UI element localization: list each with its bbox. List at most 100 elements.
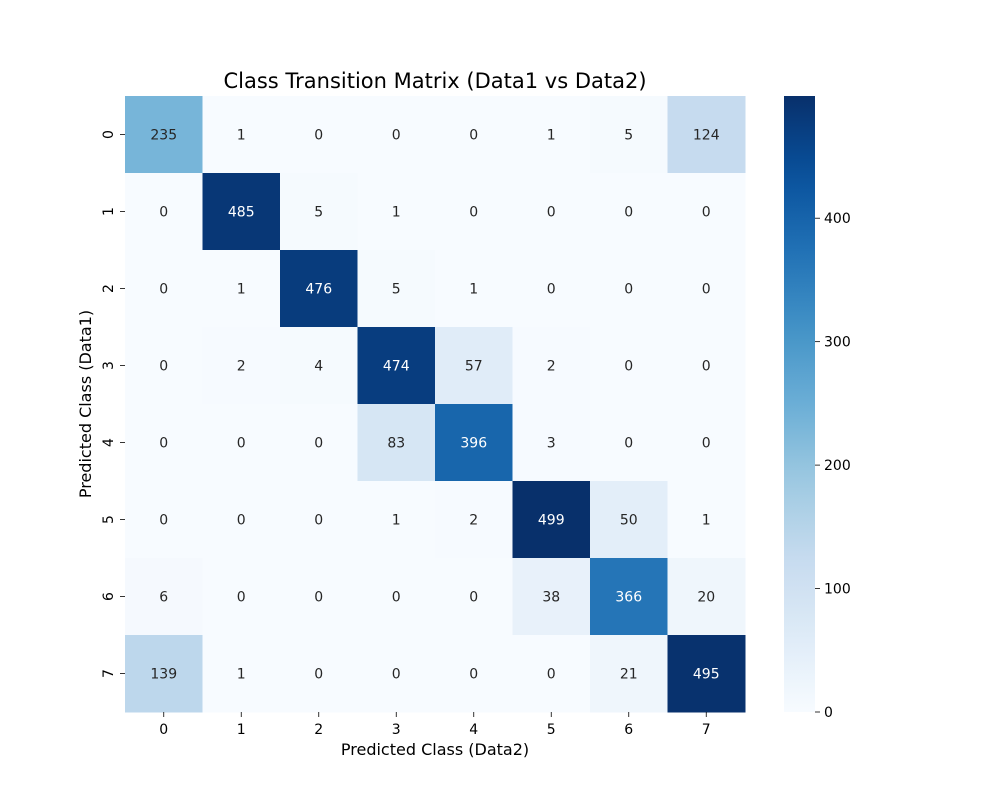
heatmap-cell <box>667 96 746 174</box>
heatmap-cell <box>125 404 203 482</box>
x-tick-label: 0 <box>159 722 168 738</box>
heatmap-cell <box>357 635 436 713</box>
heatmap-cell <box>357 96 436 174</box>
heatmap-cell <box>590 404 668 482</box>
y-tick-label: 3 <box>101 361 117 370</box>
colorbar-tick-label: 400 <box>824 211 851 227</box>
cell-value-label: 0 <box>702 205 711 221</box>
cell-value-label: 5 <box>624 128 633 144</box>
heatmap-cell <box>512 404 591 482</box>
heatmap-cell <box>125 481 203 559</box>
cell-value-label: 0 <box>159 436 168 452</box>
cell-value-label: 0 <box>159 282 168 298</box>
cell-value-label: 2 <box>469 513 478 529</box>
heatmap-cell <box>512 635 591 713</box>
heatmap-cell <box>590 327 668 405</box>
heatmap-cell <box>280 250 358 328</box>
cell-value-label: 0 <box>469 667 478 683</box>
heatmap-cell <box>125 96 203 174</box>
colorbar-ticks: 0 100 200 300 400 <box>815 211 851 721</box>
heatmap-cell <box>590 558 668 636</box>
cell-value-label: 485 <box>228 205 255 221</box>
cell-value-label: 0 <box>237 513 246 529</box>
heatmap-cell <box>435 96 513 174</box>
heatmap-cell <box>512 173 591 251</box>
cell-value-label: 0 <box>314 667 323 683</box>
cell-value-label: 235 <box>150 128 177 144</box>
heatmap-cell <box>667 558 746 636</box>
cell-value-label: 0 <box>314 128 323 144</box>
heatmap-cell <box>667 635 746 713</box>
heatmap-cell <box>202 635 281 713</box>
heatmap-cell <box>357 250 436 328</box>
heatmap-cell <box>357 481 436 559</box>
heatmap-cell <box>590 250 668 328</box>
y-tick-label: 7 <box>101 669 117 678</box>
heatmap-cell <box>435 173 513 251</box>
y-tick-label: 5 <box>101 515 117 524</box>
cell-value-label: 0 <box>314 513 323 529</box>
cell-value-label: 0 <box>469 590 478 606</box>
heatmap-cell <box>357 327 436 405</box>
cell-value-label: 124 <box>693 128 720 144</box>
cell-value-label: 0 <box>702 359 711 375</box>
cell-value-label: 0 <box>702 436 711 452</box>
heatmap-cell <box>202 404 281 482</box>
cell-value-label: 4 <box>314 359 323 375</box>
heatmap-cell <box>512 327 591 405</box>
y-tick-label: 4 <box>101 438 117 447</box>
heatmap-cell <box>202 558 281 636</box>
heatmap-cell <box>667 481 746 559</box>
cell-value-label: 0 <box>314 590 323 606</box>
heatmap-cell <box>435 250 513 328</box>
heatmap-cell <box>590 173 668 251</box>
heatmap-cell <box>357 173 436 251</box>
heatmap-cell <box>667 404 746 482</box>
cell-value-label: 474 <box>383 359 410 375</box>
cell-value-label: 0 <box>702 282 711 298</box>
cell-value-label: 0 <box>392 128 401 144</box>
heatmap-cell <box>590 635 668 713</box>
colorbar-tick-label: 0 <box>824 705 833 721</box>
heatmap-cell <box>202 481 281 559</box>
heatmap-cell <box>590 96 668 174</box>
cell-value-label: 0 <box>547 667 556 683</box>
cell-value-label: 0 <box>159 513 168 529</box>
x-tick-label: 7 <box>702 722 711 738</box>
cell-value-label: 0 <box>469 205 478 221</box>
cell-value-label: 5 <box>392 282 401 298</box>
y-tick-label: 1 <box>101 207 117 216</box>
y-tick-label: 0 <box>101 130 117 139</box>
heatmap-cell <box>202 327 281 405</box>
cell-value-label: 0 <box>314 436 323 452</box>
cell-value-label: 6 <box>159 590 168 606</box>
colorbar-tick-label: 300 <box>824 335 851 351</box>
heatmap-cell <box>280 404 358 482</box>
heatmap-cell <box>435 558 513 636</box>
cell-value-label: 1 <box>547 128 556 144</box>
heatmap-cell <box>202 173 281 251</box>
colorbar-tick-label: 200 <box>824 458 851 474</box>
heatmap-cell <box>512 250 591 328</box>
heatmap-cell <box>357 558 436 636</box>
cell-value-label: 0 <box>624 359 633 375</box>
x-tick-label: 4 <box>469 722 478 738</box>
cell-value-label: 1 <box>702 513 711 529</box>
y-tick-label: 6 <box>101 592 117 601</box>
heatmap-cell <box>280 635 358 713</box>
heatmap-cell <box>125 635 203 713</box>
heatmap-cells: 235 1 0 0 0 1 5 124 0 485 5 1 0 0 0 0 0 1 476 5 1 0 0 0 0 2 4 474 57… <box>125 96 746 713</box>
cell-value-label: 1 <box>237 667 246 683</box>
x-tick-label: 1 <box>237 722 246 738</box>
heatmap-cell <box>357 404 436 482</box>
cell-value-label: 1 <box>392 513 401 529</box>
heatmap-cell <box>125 173 203 251</box>
x-tick-label: 2 <box>314 722 323 738</box>
cell-value-label: 0 <box>159 205 168 221</box>
cell-value-label: 495 <box>693 667 720 683</box>
heatmap-cell <box>667 327 746 405</box>
chart-title: Class Transition Matrix (Data1 vs Data2) <box>223 69 646 93</box>
cell-value-label: 3 <box>547 436 556 452</box>
cell-value-label: 366 <box>615 590 642 606</box>
